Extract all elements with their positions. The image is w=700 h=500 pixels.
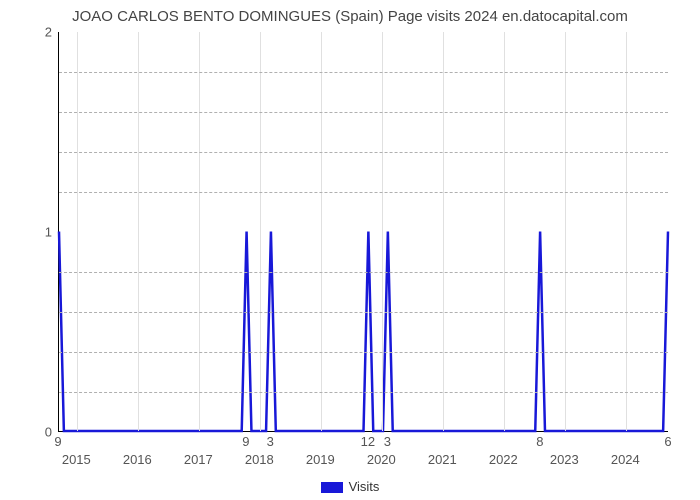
gridline-v xyxy=(565,32,566,431)
gridline-v xyxy=(626,32,627,431)
gridline-v xyxy=(443,32,444,431)
point-label: 3 xyxy=(384,434,391,449)
chart-title: JOAO CARLOS BENTO DOMINGUES (Spain) Page… xyxy=(0,8,700,25)
ytick-label: 2 xyxy=(12,25,52,40)
gridline-h-minor xyxy=(59,392,668,393)
line-series xyxy=(59,32,668,431)
point-label: 12 xyxy=(361,434,375,449)
gridline-v xyxy=(199,32,200,431)
xtick-label: 2016 xyxy=(123,452,152,467)
legend: Visits xyxy=(0,479,700,494)
gridline-v xyxy=(382,32,383,431)
point-label: 9 xyxy=(242,434,249,449)
xtick-label: 2019 xyxy=(306,452,335,467)
point-label: 8 xyxy=(536,434,543,449)
xtick-label: 2018 xyxy=(245,452,274,467)
point-label: 3 xyxy=(267,434,274,449)
gridline-v xyxy=(321,32,322,431)
gridline-v xyxy=(138,32,139,431)
gridline-h-minor xyxy=(59,312,668,313)
gridline-h-minor xyxy=(59,152,668,153)
gridline-v xyxy=(504,32,505,431)
gridline-v xyxy=(77,32,78,431)
point-label: 6 xyxy=(664,434,671,449)
xtick-label: 2023 xyxy=(550,452,579,467)
gridline-h-minor xyxy=(59,272,668,273)
xtick-label: 2022 xyxy=(489,452,518,467)
xtick-label: 2015 xyxy=(62,452,91,467)
xtick-label: 2024 xyxy=(611,452,640,467)
gridline-h-minor xyxy=(59,112,668,113)
gridline-v xyxy=(260,32,261,431)
point-label: 9 xyxy=(54,434,61,449)
xtick-label: 2021 xyxy=(428,452,457,467)
plot-area xyxy=(58,32,668,432)
ytick-label: 0 xyxy=(12,425,52,440)
xtick-label: 2020 xyxy=(367,452,396,467)
gridline-h-minor xyxy=(59,192,668,193)
gridline-h-minor xyxy=(59,352,668,353)
ytick-label: 1 xyxy=(12,225,52,240)
legend-swatch xyxy=(321,482,343,493)
legend-label: Visits xyxy=(349,479,380,494)
xtick-label: 2017 xyxy=(184,452,213,467)
gridline-h-minor xyxy=(59,72,668,73)
